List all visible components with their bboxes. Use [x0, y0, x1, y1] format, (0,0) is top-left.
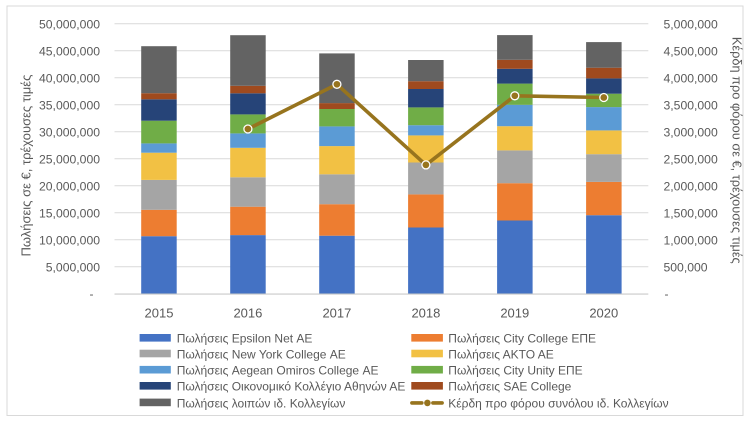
svg-text:Πωλήσεις Epsilon Net ΑΕ: Πωλήσεις Epsilon Net ΑΕ: [177, 332, 313, 346]
svg-text:30,000,000: 30,000,000: [39, 125, 100, 139]
svg-text:4,000,000: 4,000,000: [664, 71, 718, 85]
svg-text:2017: 2017: [322, 306, 351, 321]
svg-text:2020: 2020: [589, 306, 618, 321]
svg-text:Κέρδη προ φόρου συνόλου ιδ. Κο: Κέρδη προ φόρου συνόλου ιδ. Κολλεγίων: [448, 396, 668, 410]
svg-text:Πωλήσεις New York College ΑΕ: Πωλήσεις New York College ΑΕ: [177, 347, 346, 361]
svg-text:Πωλήσεις SAE College: Πωλήσεις SAE College: [448, 380, 571, 394]
svg-text:2015: 2015: [145, 306, 174, 321]
svg-text:Πωλήσεις ΑΚΤΟ ΑΕ: Πωλήσεις ΑΚΤΟ ΑΕ: [448, 347, 554, 361]
svg-text:-: -: [665, 287, 669, 301]
svg-text:10,000,000: 10,000,000: [39, 233, 100, 247]
svg-text:3,000,000: 3,000,000: [664, 125, 718, 139]
svg-text:25,000,000: 25,000,000: [39, 152, 100, 166]
svg-text:2,500,000: 2,500,000: [664, 152, 718, 166]
svg-text:1,500,000: 1,500,000: [664, 206, 718, 220]
svg-text:-: -: [90, 287, 94, 301]
svg-text:50,000,000: 50,000,000: [39, 17, 100, 31]
svg-text:5,000,000: 5,000,000: [664, 17, 718, 31]
svg-text:45,000,000: 45,000,000: [39, 44, 100, 58]
svg-text:20,000,000: 20,000,000: [39, 179, 100, 193]
svg-text:2018: 2018: [411, 306, 440, 321]
svg-text:2019: 2019: [500, 306, 529, 321]
svg-text:Πωλήσεις Οικονομικό Κολλέγιο Α: Πωλήσεις Οικονομικό Κολλέγιο Αθηνών ΑΕ: [177, 380, 406, 394]
svg-text:Κέρδη προ φόρου σε €, τρέχουσε: Κέρδη προ φόρου σε €, τρέχουσες τιμές: [729, 37, 744, 264]
svg-text:2,000,000: 2,000,000: [664, 179, 718, 193]
svg-text:Πωλήσεις λοιπών ιδ. Κολλεγίων: Πωλήσεις λοιπών ιδ. Κολλεγίων: [177, 396, 346, 410]
svg-text:40,000,000: 40,000,000: [39, 71, 100, 85]
svg-text:1,000,000: 1,000,000: [664, 233, 718, 247]
svg-text:Πωλήσεις Aegean Omiros College: Πωλήσεις Aegean Omiros College ΑΕ: [177, 364, 379, 378]
svg-text:3,500,000: 3,500,000: [664, 98, 718, 112]
svg-text:2016: 2016: [233, 306, 262, 321]
svg-text:35,000,000: 35,000,000: [39, 98, 100, 112]
svg-text:Πωλήσεις City College ΕΠΕ: Πωλήσεις City College ΕΠΕ: [448, 332, 596, 346]
svg-text:4,500,000: 4,500,000: [664, 44, 718, 58]
svg-text:5,000,000: 5,000,000: [46, 260, 100, 274]
svg-text:Πωλήσεις City Unity ΕΠΕ: Πωλήσεις City Unity ΕΠΕ: [448, 364, 582, 378]
svg-text:15,000,000: 15,000,000: [39, 206, 100, 220]
svg-text:Πωλήσεις σε €, τρέχουσες τιμές: Πωλήσεις σε €, τρέχουσες τιμές: [18, 75, 33, 257]
svg-text:500,000: 500,000: [664, 260, 708, 274]
